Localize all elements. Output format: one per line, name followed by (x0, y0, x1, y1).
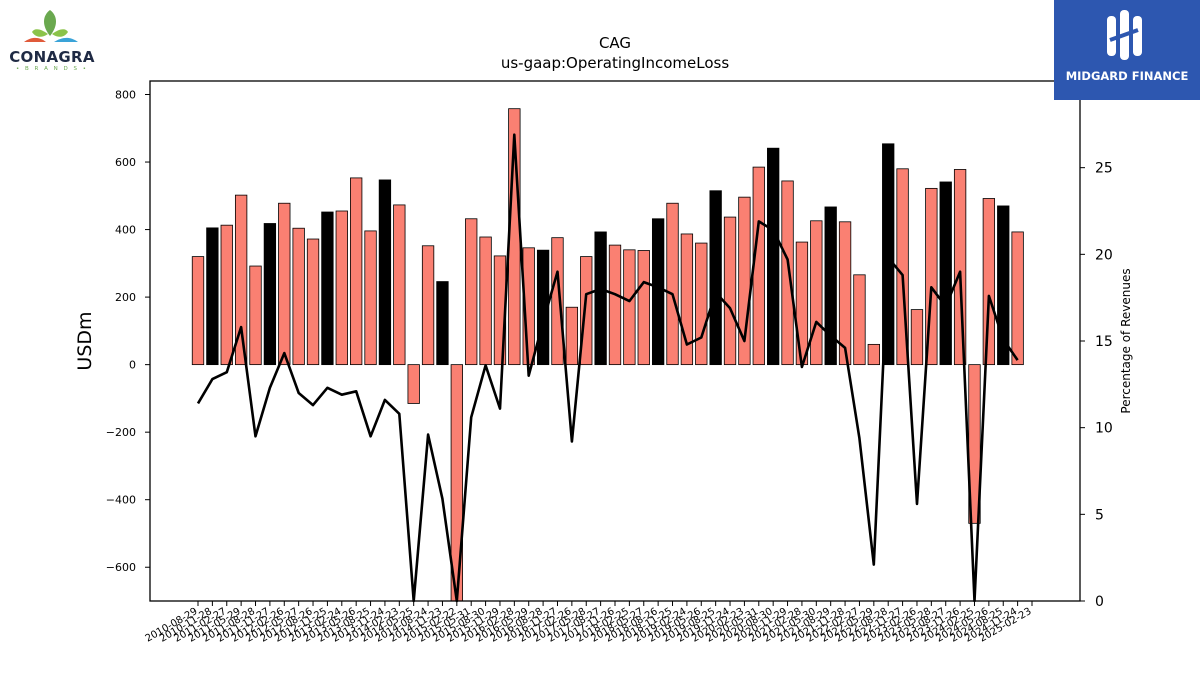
pct-line-layer (196, 133, 1019, 603)
y2-tick-label: 15 (1095, 334, 1113, 350)
bar (752, 166, 765, 366)
bar (867, 343, 880, 366)
bar (709, 190, 722, 366)
bar (364, 230, 377, 366)
bar (536, 249, 550, 366)
midgard-logo: MIDGARD FINANCE (1054, 0, 1200, 100)
bar (263, 223, 277, 366)
bar (767, 147, 780, 366)
bar (939, 181, 952, 366)
bar (925, 187, 938, 366)
bar (637, 250, 650, 366)
bar (191, 256, 205, 366)
y-tick-label: −200 (106, 426, 136, 439)
bar (479, 236, 492, 366)
y2-axis-label: Percentage of Revenues (1119, 268, 1133, 413)
bar (997, 205, 1010, 366)
bar (335, 210, 348, 366)
bar (623, 249, 636, 366)
y2-axis-ticks: 0 5 10 15 20 25 (1080, 161, 1113, 610)
bar (393, 204, 406, 366)
y2-tick-label: 20 (1095, 247, 1113, 263)
bar (292, 227, 305, 366)
leaf-icon (24, 10, 78, 42)
y-tick-label: 200 (115, 291, 136, 304)
bar (407, 364, 420, 404)
bar (738, 196, 751, 366)
pct-series-line (196, 133, 1019, 603)
bar (551, 237, 564, 366)
bars-layer (191, 108, 1024, 602)
bar (1011, 231, 1024, 366)
bar (666, 202, 679, 366)
bar (882, 143, 895, 366)
y-tick-label: 400 (115, 224, 136, 237)
y-tick-label: 600 (115, 156, 136, 169)
conagra-logo-text: CONAGRA (9, 48, 95, 66)
midgard-emblem-icon (1107, 10, 1142, 60)
chart-subtitle: us-gaap:OperatingIncomeLoss (501, 54, 729, 72)
bar (982, 198, 996, 366)
bar (220, 224, 233, 366)
bar (651, 218, 665, 366)
bar (838, 221, 852, 366)
y-tick-label: 800 (115, 89, 136, 102)
bar (910, 309, 924, 366)
x-axis-ticks: 2010-08-292010-11-282011-02-272011-05-29… (144, 601, 1034, 645)
conagra-logo-subtext: • B R A N D S • (16, 66, 88, 72)
y-axis-label: USDm (74, 311, 96, 370)
y2-tick-label: 25 (1095, 161, 1113, 177)
bar (206, 227, 219, 366)
bar (608, 244, 622, 366)
y2-tick-label: 5 (1095, 507, 1104, 523)
midgard-logo-text: MIDGARD FINANCE (1065, 69, 1189, 83)
bar (306, 238, 320, 366)
bar (810, 220, 823, 366)
y-tick-label: 0 (129, 359, 136, 372)
y-axis-ticks: −600 −400 −200 0 200 400 600 800 (106, 89, 150, 574)
bar (723, 216, 737, 366)
y-tick-label: −400 (106, 494, 136, 507)
bar (436, 281, 449, 366)
bar (680, 233, 694, 366)
bar (580, 256, 593, 366)
conagra-logo: CONAGRA • B R A N D S • (4, 4, 100, 74)
y2-tick-label: 10 (1095, 421, 1113, 437)
y2-tick-label: 0 (1095, 594, 1104, 610)
bar (594, 231, 607, 366)
bar (465, 218, 478, 366)
bar (378, 179, 392, 366)
bar (953, 169, 967, 366)
chart-title: CAG (599, 34, 631, 52)
bar (853, 274, 866, 366)
y-tick-label: −600 (106, 561, 136, 574)
bar (695, 242, 708, 366)
bar (278, 202, 291, 366)
bar (249, 265, 262, 366)
bar (321, 211, 334, 366)
bar (234, 194, 248, 366)
bar (824, 206, 837, 366)
bar (565, 306, 579, 366)
bar (350, 177, 363, 366)
bar (781, 180, 794, 366)
bar (421, 245, 435, 366)
